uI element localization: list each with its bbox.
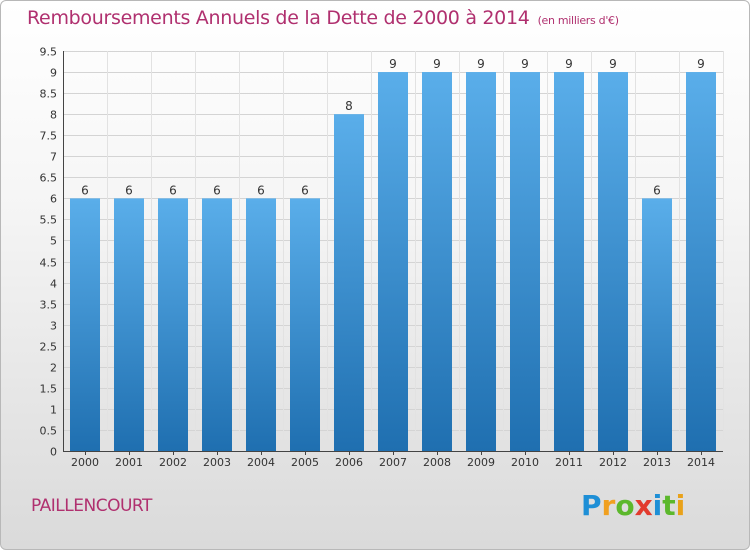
x-tick-label: 2011 — [555, 456, 583, 469]
y-tick-label: 2 — [50, 362, 57, 375]
chart-subtitle: (en milliers d'€) — [537, 14, 619, 27]
x-tick-label: 2004 — [247, 456, 275, 469]
x-tick-label: 2003 — [203, 456, 231, 469]
y-tick-label: 4 — [50, 278, 57, 291]
bar-2004 — [246, 198, 276, 451]
bars — [70, 72, 716, 451]
data-label: 6 — [213, 183, 221, 197]
x-tick-label: 2006 — [335, 456, 363, 469]
y-tick-label: 4.5 — [40, 257, 58, 270]
y-tick-label: 0.5 — [40, 425, 58, 438]
title-text: Remboursements Annuels de la Dette de 20… — [27, 7, 530, 29]
y-tick-label: 3 — [50, 320, 57, 333]
y-tick-label: 3.5 — [40, 299, 58, 312]
x-tick-label: 2007 — [379, 456, 407, 469]
data-label: 6 — [653, 183, 661, 197]
x-tick-label: 2013 — [643, 456, 671, 469]
data-labels: 6 6 6 6 6 6 8 9 9 9 9 9 9 6 9 — [81, 57, 705, 197]
logo-letter: o — [615, 489, 635, 522]
x-tick-label: 2010 — [511, 456, 539, 469]
y-tick-label: 2.5 — [40, 341, 58, 354]
bar-2006 — [334, 114, 364, 451]
y-tick-label: 1.5 — [40, 383, 58, 396]
bar-2005 — [290, 198, 320, 451]
bar-2013 — [642, 198, 672, 451]
data-label: 6 — [257, 183, 265, 197]
data-label: 6 — [169, 183, 177, 197]
x-tick-label: 2012 — [599, 456, 627, 469]
axes: 0 0.5 1 1.5 2 2.5 3 3.5 4 4.5 5 5.5 6 6.5 7 7.5 8 8.5 9 9.5… — [40, 46, 723, 469]
data-label: 6 — [301, 183, 309, 197]
data-label: 9 — [697, 57, 705, 71]
x-tick-label: 2009 — [467, 456, 495, 469]
x-tick-label: 2000 — [71, 456, 99, 469]
logo-letter: x — [634, 489, 653, 522]
bar-2014 — [686, 72, 716, 451]
y-tick-label: 6 — [50, 193, 57, 206]
bar-2007 — [378, 72, 408, 451]
data-label: 9 — [609, 57, 617, 71]
chart-title: Remboursements Annuels de la Dette de 20… — [27, 7, 619, 29]
bar-2000 — [70, 198, 100, 451]
bar-2011 — [554, 72, 584, 451]
data-label: 6 — [125, 183, 133, 197]
y-tick-label: 7 — [50, 151, 57, 164]
data-label: 9 — [433, 57, 441, 71]
x-tick-label: 2001 — [115, 456, 143, 469]
bar-2009 — [466, 72, 496, 451]
x-tick-label: 2005 — [291, 456, 319, 469]
logo-letter: i — [675, 489, 686, 522]
x-tick-label: 2002 — [159, 456, 187, 469]
y-tick-label: 8 — [50, 109, 57, 122]
proxiti-logo: Proxiti — [581, 489, 685, 522]
bar-2001 — [114, 198, 144, 451]
x-tick-label: 2014 — [687, 456, 715, 469]
data-label: 9 — [389, 57, 397, 71]
logo-letter: t — [662, 489, 676, 522]
y-tick-label: 0 — [50, 446, 57, 459]
bar-2010 — [510, 72, 540, 451]
bar-2002 — [158, 198, 188, 451]
logo-letter: P — [581, 489, 602, 522]
data-label: 6 — [81, 183, 89, 197]
data-label: 9 — [477, 57, 485, 71]
bar-2012 — [598, 72, 628, 451]
y-tick-label: 8.5 — [40, 88, 58, 101]
data-label: 8 — [345, 99, 353, 113]
x-tick-label: 2008 — [423, 456, 451, 469]
data-label: 9 — [565, 57, 573, 71]
bar-2008 — [422, 72, 452, 451]
data-label: 9 — [521, 57, 529, 71]
y-tick-label: 7.5 — [40, 130, 58, 143]
logo-letter: r — [601, 489, 616, 522]
y-tick-label: 5 — [50, 235, 57, 248]
logo-letter: i — [652, 489, 663, 522]
y-tick-label: 9 — [50, 67, 57, 80]
bar-2003 — [202, 198, 232, 451]
y-tick-label: 6.5 — [40, 172, 58, 185]
y-tick-label: 9.5 — [40, 46, 58, 59]
y-tick-label: 5.5 — [40, 214, 58, 227]
commune-name: PAILLENCOURT — [31, 496, 152, 516]
y-tick-label: 1 — [50, 404, 57, 417]
